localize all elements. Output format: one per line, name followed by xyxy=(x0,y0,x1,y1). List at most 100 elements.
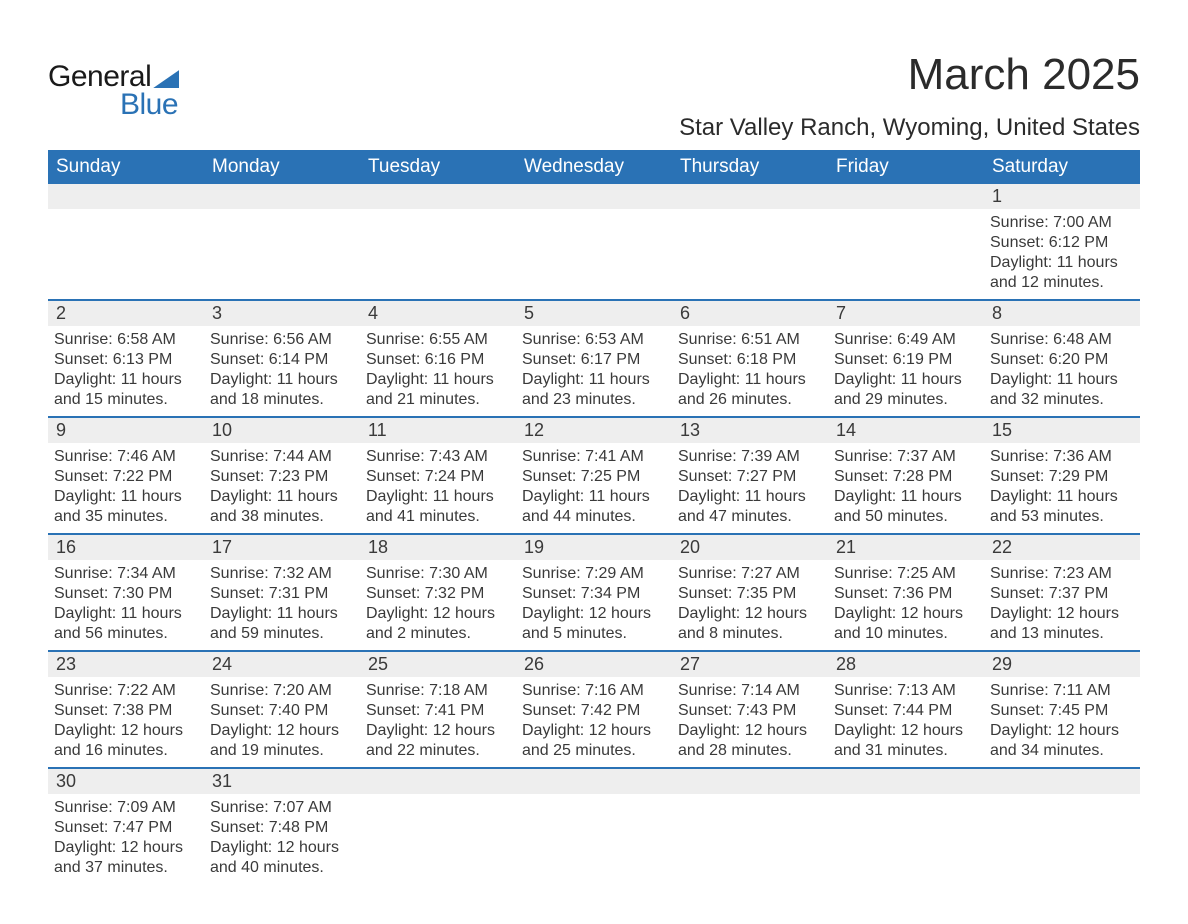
day-number: 22 xyxy=(984,535,1140,560)
calendar-day-cell: 8Sunrise: 6:48 AMSunset: 6:20 PMDaylight… xyxy=(984,300,1140,417)
sunset-line: Sunset: 7:32 PM xyxy=(366,584,510,604)
sunset-line: Sunset: 7:22 PM xyxy=(54,467,198,487)
daylight-line-2: and 59 minutes. xyxy=(210,624,354,644)
daylight-line-2: and 21 minutes. xyxy=(366,390,510,410)
sunrise-line: Sunrise: 7:44 AM xyxy=(210,447,354,467)
sunrise-line: Sunrise: 6:48 AM xyxy=(990,330,1134,350)
sunrise-line: Sunrise: 6:56 AM xyxy=(210,330,354,350)
daylight-line-2: and 15 minutes. xyxy=(54,390,198,410)
day-details: Sunrise: 7:43 AMSunset: 7:24 PMDaylight:… xyxy=(360,443,516,533)
calendar-week-row: 30Sunrise: 7:09 AMSunset: 7:47 PMDayligh… xyxy=(48,768,1140,884)
day-details: Sunrise: 7:11 AMSunset: 7:45 PMDaylight:… xyxy=(984,677,1140,767)
brand-logo: General Blue xyxy=(48,60,179,122)
daylight-line-1: Daylight: 12 hours xyxy=(54,721,198,741)
calendar-empty-cell xyxy=(360,768,516,884)
daylight-line-1: Daylight: 12 hours xyxy=(990,604,1134,624)
sunrise-line: Sunrise: 7:27 AM xyxy=(678,564,822,584)
calendar-thead: SundayMondayTuesdayWednesdayThursdayFrid… xyxy=(48,150,1140,184)
daylight-line-1: Daylight: 12 hours xyxy=(366,721,510,741)
daylight-line-2: and 2 minutes. xyxy=(366,624,510,644)
sunset-line: Sunset: 7:40 PM xyxy=(210,701,354,721)
day-number: 19 xyxy=(516,535,672,560)
day-details: Sunrise: 6:49 AMSunset: 6:19 PMDaylight:… xyxy=(828,326,984,416)
day-details: Sunrise: 7:09 AMSunset: 7:47 PMDaylight:… xyxy=(48,794,204,884)
daylight-line-1: Daylight: 11 hours xyxy=(210,487,354,507)
day-number: 1 xyxy=(984,184,1140,209)
calendar-day-cell: 16Sunrise: 7:34 AMSunset: 7:30 PMDayligh… xyxy=(48,534,204,651)
day-details: Sunrise: 6:55 AMSunset: 6:16 PMDaylight:… xyxy=(360,326,516,416)
calendar-body: 1Sunrise: 7:00 AMSunset: 6:12 PMDaylight… xyxy=(48,184,1140,884)
daylight-line-1: Daylight: 12 hours xyxy=(990,721,1134,741)
daylight-line-1: Daylight: 11 hours xyxy=(54,487,198,507)
calendar-day-cell: 6Sunrise: 6:51 AMSunset: 6:18 PMDaylight… xyxy=(672,300,828,417)
sunset-line: Sunset: 7:25 PM xyxy=(522,467,666,487)
calendar-week-row: 23Sunrise: 7:22 AMSunset: 7:38 PMDayligh… xyxy=(48,651,1140,768)
title-block: March 2025 Star Valley Ranch, Wyoming, U… xyxy=(679,50,1140,142)
calendar-day-cell: 12Sunrise: 7:41 AMSunset: 7:25 PMDayligh… xyxy=(516,417,672,534)
calendar-day-cell: 15Sunrise: 7:36 AMSunset: 7:29 PMDayligh… xyxy=(984,417,1140,534)
location-subtitle: Star Valley Ranch, Wyoming, United State… xyxy=(679,114,1140,142)
calendar-day-cell: 2Sunrise: 6:58 AMSunset: 6:13 PMDaylight… xyxy=(48,300,204,417)
sunset-line: Sunset: 7:35 PM xyxy=(678,584,822,604)
calendar-empty-cell xyxy=(828,184,984,300)
day-details: Sunrise: 7:16 AMSunset: 7:42 PMDaylight:… xyxy=(516,677,672,767)
daylight-line-2: and 37 minutes. xyxy=(54,858,198,878)
day-number xyxy=(984,769,1140,794)
daylight-line-1: Daylight: 12 hours xyxy=(834,604,978,624)
sunset-line: Sunset: 6:20 PM xyxy=(990,350,1134,370)
calendar-empty-cell xyxy=(672,184,828,300)
calendar-week-row: 16Sunrise: 7:34 AMSunset: 7:30 PMDayligh… xyxy=(48,534,1140,651)
daylight-line-2: and 53 minutes. xyxy=(990,507,1134,527)
calendar-day-cell: 3Sunrise: 6:56 AMSunset: 6:14 PMDaylight… xyxy=(204,300,360,417)
sunset-line: Sunset: 7:31 PM xyxy=(210,584,354,604)
sunrise-line: Sunrise: 7:13 AM xyxy=(834,681,978,701)
day-number: 28 xyxy=(828,652,984,677)
daylight-line-2: and 56 minutes. xyxy=(54,624,198,644)
day-number xyxy=(360,769,516,794)
daylight-line-1: Daylight: 11 hours xyxy=(522,370,666,390)
day-details: Sunrise: 7:20 AMSunset: 7:40 PMDaylight:… xyxy=(204,677,360,767)
day-number: 7 xyxy=(828,301,984,326)
sunset-line: Sunset: 7:24 PM xyxy=(366,467,510,487)
calendar-day-cell: 31Sunrise: 7:07 AMSunset: 7:48 PMDayligh… xyxy=(204,768,360,884)
day-number: 21 xyxy=(828,535,984,560)
calendar-empty-cell xyxy=(984,768,1140,884)
sunset-line: Sunset: 6:16 PM xyxy=(366,350,510,370)
day-details: Sunrise: 7:13 AMSunset: 7:44 PMDaylight:… xyxy=(828,677,984,767)
day-number: 23 xyxy=(48,652,204,677)
calendar-empty-cell xyxy=(828,768,984,884)
sunrise-line: Sunrise: 7:32 AM xyxy=(210,564,354,584)
daylight-line-1: Daylight: 12 hours xyxy=(366,604,510,624)
calendar-day-cell: 9Sunrise: 7:46 AMSunset: 7:22 PMDaylight… xyxy=(48,417,204,534)
day-details: Sunrise: 7:44 AMSunset: 7:23 PMDaylight:… xyxy=(204,443,360,533)
daylight-line-2: and 12 minutes. xyxy=(990,273,1134,293)
day-details: Sunrise: 7:29 AMSunset: 7:34 PMDaylight:… xyxy=(516,560,672,650)
day-details: Sunrise: 6:56 AMSunset: 6:14 PMDaylight:… xyxy=(204,326,360,416)
daylight-line-1: Daylight: 11 hours xyxy=(834,487,978,507)
daylight-line-2: and 34 minutes. xyxy=(990,741,1134,761)
sunrise-line: Sunrise: 6:55 AM xyxy=(366,330,510,350)
day-number: 31 xyxy=(204,769,360,794)
day-details: Sunrise: 7:00 AMSunset: 6:12 PMDaylight:… xyxy=(984,209,1140,299)
daylight-line-1: Daylight: 11 hours xyxy=(522,487,666,507)
calendar-day-cell: 20Sunrise: 7:27 AMSunset: 7:35 PMDayligh… xyxy=(672,534,828,651)
sunrise-line: Sunrise: 7:29 AM xyxy=(522,564,666,584)
day-number xyxy=(828,769,984,794)
daylight-line-1: Daylight: 12 hours xyxy=(834,721,978,741)
daylight-line-2: and 31 minutes. xyxy=(834,741,978,761)
day-details: Sunrise: 6:53 AMSunset: 6:17 PMDaylight:… xyxy=(516,326,672,416)
day-number: 4 xyxy=(360,301,516,326)
calendar-week-row: 9Sunrise: 7:46 AMSunset: 7:22 PMDaylight… xyxy=(48,417,1140,534)
calendar-empty-cell xyxy=(360,184,516,300)
weekday-header: Monday xyxy=(204,150,360,184)
calendar-empty-cell xyxy=(516,768,672,884)
calendar-day-cell: 30Sunrise: 7:09 AMSunset: 7:47 PMDayligh… xyxy=(48,768,204,884)
sunrise-line: Sunrise: 6:53 AM xyxy=(522,330,666,350)
day-number: 5 xyxy=(516,301,672,326)
calendar-day-cell: 11Sunrise: 7:43 AMSunset: 7:24 PMDayligh… xyxy=(360,417,516,534)
day-number: 15 xyxy=(984,418,1140,443)
calendar-day-cell: 28Sunrise: 7:13 AMSunset: 7:44 PMDayligh… xyxy=(828,651,984,768)
day-number xyxy=(360,184,516,209)
sunset-line: Sunset: 7:38 PM xyxy=(54,701,198,721)
day-number: 20 xyxy=(672,535,828,560)
